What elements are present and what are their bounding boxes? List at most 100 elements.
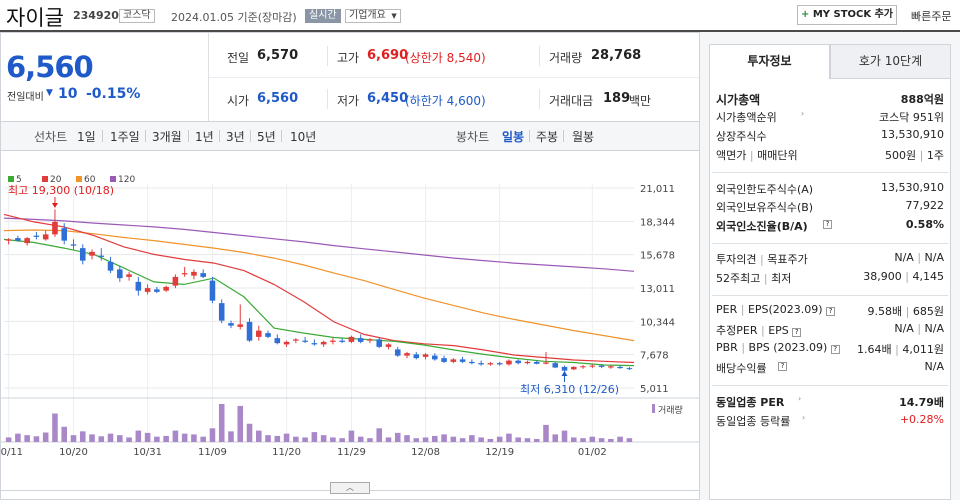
- bps-label: BPS (2023.09): [748, 341, 828, 354]
- volume-bar: [61, 426, 67, 442]
- chevron-right-icon: ›: [802, 413, 806, 422]
- quick-order-link[interactable]: 빠른주문: [911, 10, 952, 23]
- foreign-limit-value: 13,530,910: [881, 181, 944, 194]
- est-eps-label: EPS: [768, 324, 789, 337]
- period-5y[interactable]: 5년: [257, 130, 276, 144]
- candle-body: [24, 238, 30, 244]
- candle-body: [293, 339, 299, 341]
- volume-bar: [626, 438, 633, 442]
- candle-daily[interactable]: 일봉: [502, 130, 525, 144]
- invest-info-panel: [709, 44, 951, 500]
- collapse-handle[interactable]: ︿: [330, 482, 370, 494]
- est-per-value: N/A: [894, 322, 914, 335]
- ma-legend-label: 5: [16, 175, 22, 185]
- ma120-line: [3, 217, 635, 272]
- candle-body: [515, 360, 521, 364]
- help-icon[interactable]: ?: [823, 220, 832, 229]
- candle-weekly[interactable]: 주봉: [536, 130, 559, 144]
- candle-body: [126, 274, 132, 277]
- candle-body: [79, 248, 86, 261]
- help-icon[interactable]: ?: [826, 307, 836, 316]
- w52-values: 38,900 | 4,145: [863, 270, 944, 283]
- volume-bar: [459, 438, 466, 442]
- y-tick-label: 21,011: [640, 184, 675, 195]
- volume-bar: [552, 434, 559, 442]
- opinion-label: 투자의견: [716, 253, 757, 266]
- period-3m[interactable]: 3개월: [152, 130, 182, 144]
- candle-monthly[interactable]: 월봉: [572, 130, 595, 144]
- volume-bar: [561, 430, 568, 442]
- volume-bar: [348, 430, 355, 442]
- per-labels: PER | EPS(2023.09) ?: [716, 303, 836, 316]
- par-row: 액면가 | 매매단위 500원 | 1주: [716, 147, 944, 165]
- high-annotation: 최고 19,300 (10/18): [8, 184, 114, 197]
- market-badge: 코스닥: [119, 9, 155, 23]
- help-icon[interactable]: ?: [830, 345, 840, 354]
- my-stock-add-button[interactable]: + MY STOCK 추가: [797, 5, 897, 25]
- volume-legend: 거래량: [658, 404, 683, 416]
- volume-bar: [135, 430, 142, 442]
- toolbar-separator: [145, 130, 146, 142]
- rank-row: 시가총액순위 › 코스닥 951위: [716, 109, 944, 127]
- est-per-values: N/A | N/A: [894, 322, 944, 335]
- market-cap-label: 시가총액: [716, 93, 761, 107]
- upper-limit: (상한가 8,540): [405, 51, 486, 65]
- volume-bar: [218, 404, 225, 442]
- divider-bar: |: [749, 149, 754, 162]
- candle-body: [200, 273, 206, 277]
- company-info-dropdown[interactable]: 기업개요 ▼: [345, 9, 401, 23]
- period-1d[interactable]: 1일: [77, 130, 96, 144]
- eps-label: EPS(2023.09): [747, 303, 823, 316]
- x-tick-label: 12/19: [485, 447, 514, 458]
- x-tick-label: 11/09: [198, 447, 227, 458]
- volume-bar: [543, 424, 549, 442]
- amount-unit: 백만: [629, 94, 652, 108]
- volume-bar: [126, 437, 132, 442]
- period-10y[interactable]: 10년: [290, 130, 317, 144]
- candle-body: [571, 366, 577, 370]
- foreign-hold-row: 외국인보유주식수(B) 77,922: [716, 199, 944, 217]
- foreign-limit-row: 외국인한도주식수(A) 13,530,910: [716, 181, 944, 199]
- candle-body: [478, 363, 484, 365]
- ma20-line: [3, 213, 635, 364]
- candle-body: [283, 341, 290, 345]
- volume-bar: [330, 437, 336, 442]
- realtime-badge[interactable]: 실시간: [305, 9, 341, 23]
- divider-bar: |: [919, 149, 924, 162]
- candle-body: [330, 340, 336, 342]
- help-icon[interactable]: ?: [792, 328, 802, 337]
- volume-bar: [98, 436, 105, 442]
- candle-body: [163, 286, 169, 291]
- shares-row: 상장주식수 13,530,910: [716, 128, 944, 146]
- candle-body: [70, 244, 77, 246]
- sector-per-value: 14.79배: [899, 396, 944, 409]
- period-1y[interactable]: 1년: [195, 130, 214, 144]
- candle-body: [598, 365, 605, 367]
- help-icon[interactable]: ?: [778, 362, 787, 371]
- volume-bar: [432, 435, 438, 442]
- volume-bar: [293, 436, 299, 442]
- tab-invest-info[interactable]: 투자정보: [709, 44, 830, 79]
- candle-body: [608, 366, 614, 368]
- tab-hoga[interactable]: 호가 10단계: [830, 44, 951, 79]
- volume-bar: [172, 430, 179, 442]
- candle-body: [107, 261, 114, 271]
- ma5-line: [3, 238, 635, 367]
- divider-bar: |: [917, 322, 922, 335]
- period-3y[interactable]: 3년: [226, 130, 245, 144]
- chart-toolbar: [1, 121, 699, 151]
- candle-body: [552, 363, 559, 368]
- toolbar-separator: [102, 130, 103, 142]
- period-1w[interactable]: 1주일: [110, 130, 140, 144]
- est-per-row: 추정PER | EPS ? N/A | N/A: [716, 322, 944, 340]
- market-cap-value: 888억원: [900, 93, 944, 106]
- volume-bar: [302, 437, 308, 442]
- change-percent: -0.15%: [86, 86, 141, 102]
- col-divider: [539, 89, 540, 109]
- shares-value: 13,530,910: [881, 128, 944, 141]
- y-tick-label: 7,678: [640, 351, 669, 362]
- volume-bar: [450, 436, 457, 442]
- volume-bar: [42, 432, 49, 442]
- volume-bar: [515, 437, 521, 442]
- high-value: 6,690: [367, 48, 409, 63]
